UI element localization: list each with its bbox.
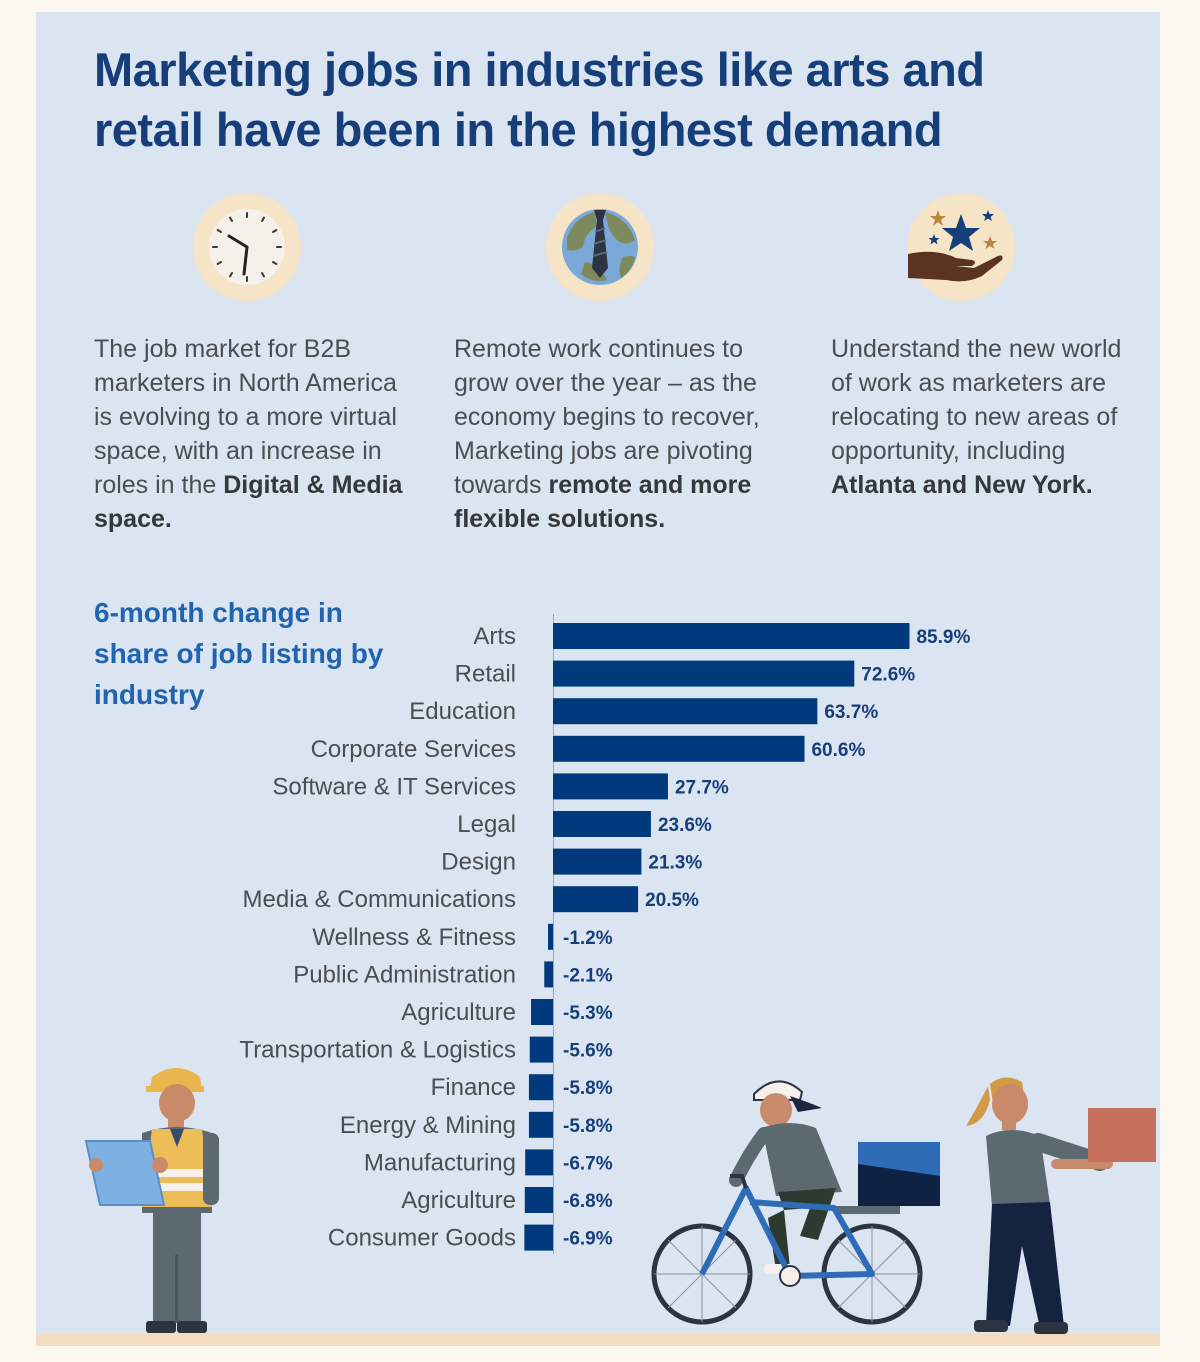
floor-strip — [36, 1334, 1160, 1346]
value-label: 72.6% — [861, 665, 915, 686]
bar — [524, 1187, 553, 1213]
industry-bar-chart: Arts 85.9% Retail 72.6% Education 63.7% Corpor… — [239, 614, 970, 1254]
category-label: Legal — [457, 811, 516, 838]
value-label: 27.7% — [675, 777, 729, 798]
bar — [528, 1074, 553, 1101]
bar — [524, 1224, 553, 1251]
stars-in-hand-icon — [907, 193, 1015, 301]
value-label: -1.2% — [563, 928, 613, 949]
feature-text-remote-work: Remote work continues to grow over the y… — [454, 335, 760, 533]
category-label: Wellness & Fitness — [312, 924, 516, 951]
category-label: Software & IT Services — [272, 773, 516, 800]
category-label: Media & Communications — [243, 886, 516, 913]
category-label: Design — [441, 849, 516, 876]
bar — [531, 999, 553, 1025]
category-label: Consumer Goods — [328, 1225, 516, 1252]
value-label: -5.6% — [563, 1041, 613, 1062]
bar — [553, 848, 642, 875]
cyclist-courier-illustration — [651, 1080, 940, 1325]
category-label: Transportation & Logistics — [239, 1037, 516, 1064]
bar — [553, 735, 805, 762]
value-label: -6.7% — [563, 1153, 613, 1174]
bar — [553, 773, 668, 800]
category-label: Agriculture — [401, 999, 516, 1026]
category-label: Agriculture — [401, 1187, 516, 1214]
category-label: Corporate Services — [311, 736, 516, 763]
value-label: -2.1% — [563, 965, 613, 986]
value-label: 63.7% — [824, 702, 878, 723]
category-label: Arts — [473, 623, 516, 650]
bar — [553, 623, 910, 649]
value-label: 20.5% — [645, 890, 699, 911]
bar — [553, 811, 651, 837]
category-label: Public Administration — [293, 961, 516, 988]
bar — [553, 660, 855, 687]
construction-worker-illustration — [84, 1068, 219, 1333]
chart-title: 6-month change in share of job listing b… — [94, 597, 384, 710]
bar — [529, 1036, 553, 1063]
value-label: -5.8% — [563, 1078, 613, 1099]
value-label: -5.8% — [563, 1116, 613, 1137]
value-label: 21.3% — [648, 853, 702, 874]
category-label: Finance — [431, 1074, 516, 1101]
value-label: 60.6% — [811, 740, 865, 761]
category-label: Energy & Mining — [340, 1112, 516, 1139]
feature-text-digital-media: The job market for B2B marketers in Nort… — [94, 335, 403, 533]
category-label: Manufacturing — [364, 1149, 516, 1176]
value-label: -5.3% — [563, 1003, 613, 1024]
page-title: Marketing jobs in industries like arts a… — [94, 43, 985, 156]
value-label: 85.9% — [916, 627, 970, 648]
value-label: -6.8% — [563, 1191, 613, 1212]
value-label: -6.9% — [563, 1229, 613, 1250]
bar — [548, 923, 553, 950]
bar — [525, 1149, 553, 1176]
delivery-person-illustration — [966, 1077, 1156, 1334]
category-label: Retail — [455, 661, 516, 688]
bar — [553, 886, 639, 913]
clock-icon — [193, 193, 301, 301]
value-label: 23.6% — [658, 815, 712, 836]
globe-necktie-icon — [546, 193, 654, 301]
bar — [528, 1111, 553, 1138]
feature-text-relocation: Understand the new world of work as mark… — [831, 335, 1122, 499]
bar — [553, 698, 818, 725]
bar — [544, 961, 553, 988]
category-label: Education — [409, 698, 516, 725]
